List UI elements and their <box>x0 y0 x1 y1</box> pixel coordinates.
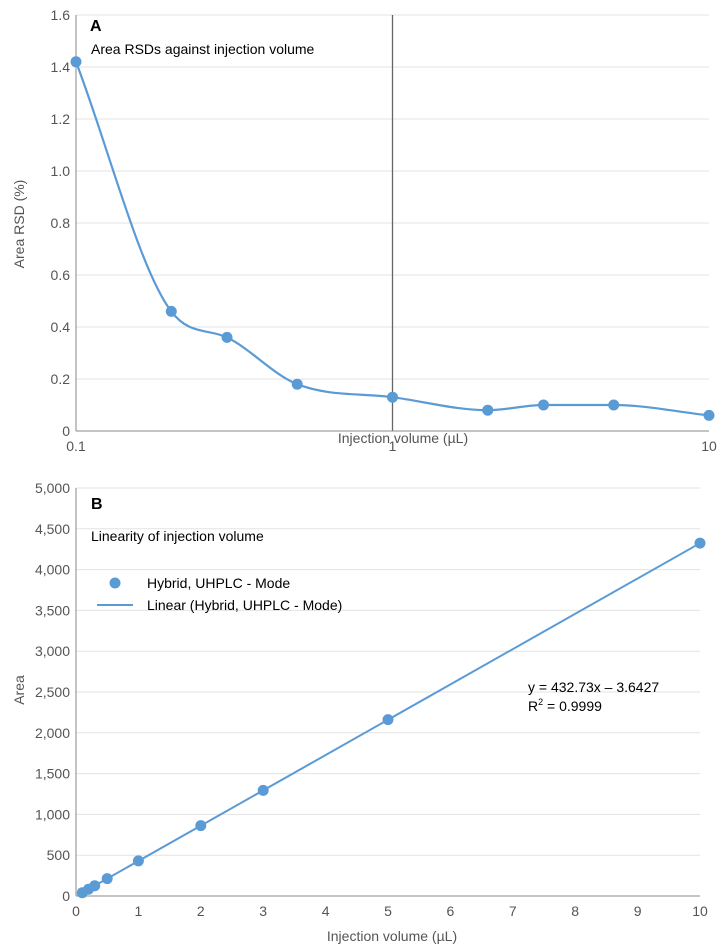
x-tick-label: 10 <box>701 438 717 454</box>
r-squared-superscript: 2 <box>538 697 543 707</box>
data-point <box>694 537 706 549</box>
x-tick-label: 1 <box>135 903 143 919</box>
data-point <box>89 880 101 892</box>
data-point <box>608 399 620 411</box>
x-tick-label: 4 <box>322 903 330 919</box>
y-tick-label: 1.2 <box>51 111 71 127</box>
x-tick-label: 1 <box>389 438 397 454</box>
y-tick-label: 0 <box>62 888 70 904</box>
legend: Hybrid, UHPLC - Mode Linear (Hybrid, UHP… <box>97 575 342 613</box>
data-point <box>703 409 715 421</box>
x-tick-label: 6 <box>447 903 455 919</box>
x-tick-label: 7 <box>509 903 517 919</box>
data-point <box>387 391 398 403</box>
x-tick-label: 5 <box>384 903 392 919</box>
equation-text: y = 432.73x – 3.6427 <box>528 679 659 695</box>
series-points <box>76 537 706 899</box>
y-axis-title: Area RSD (%) <box>11 180 27 269</box>
y-tick-label: 0.2 <box>51 371 71 387</box>
y-tick-label: 2,000 <box>35 725 70 741</box>
data-point <box>132 855 144 867</box>
r-squared-text: R2 = 0.9999 <box>528 697 602 714</box>
x-tick-label: 0.1 <box>66 438 86 454</box>
x-tick-label: 0 <box>72 903 80 919</box>
data-point <box>101 873 113 885</box>
y-tick-label: 0.8 <box>51 215 71 231</box>
chart-panel-a: 0 0.2 0.4 0.6 0.8 1.0 1.2 1.4 1.6 0.1 1 10 A Area … <box>11 7 717 454</box>
y-tick-label: 0 <box>62 423 70 439</box>
data-point <box>165 305 177 317</box>
chart-panel-b: 0 500 1,000 1,500 2,000 2,500 3,000 3,500 4,000 4… <box>11 480 708 944</box>
data-point <box>482 404 494 416</box>
y-tick-label: 2,500 <box>35 684 70 700</box>
y-tick-label: 5,000 <box>35 480 70 496</box>
legend-marker-points <box>109 577 121 589</box>
legend-label-series: Hybrid, UHPLC - Mode <box>147 575 290 591</box>
data-point <box>195 820 207 832</box>
panel-label: B <box>91 496 103 513</box>
y-tick-labels: 0 0.2 0.4 0.6 0.8 1.0 1.2 1.4 1.6 <box>51 7 71 439</box>
y-tick-labels: 0 500 1,000 1,500 2,000 2,500 3,000 3,500 4,000 4… <box>35 480 70 904</box>
x-tick-labels: 0.1 1 10 <box>66 438 717 454</box>
data-point <box>221 331 233 343</box>
y-tick-label: 1.0 <box>51 163 71 179</box>
y-tick-label: 4,500 <box>35 521 70 537</box>
y-tick-label: 0.6 <box>51 267 71 283</box>
y-axis-title: Area <box>11 675 27 705</box>
r-squared-value: = 0.9999 <box>543 698 602 714</box>
panel-label: A <box>90 18 102 35</box>
r-squared-letter: R <box>528 698 538 714</box>
y-tick-label: 0.4 <box>51 319 71 335</box>
series-points <box>70 56 715 421</box>
y-tick-label: 3,500 <box>35 602 70 618</box>
data-point <box>70 56 82 68</box>
y-tick-label: 500 <box>47 847 71 863</box>
y-tick-label: 3,000 <box>35 643 70 659</box>
x-tick-label: 9 <box>634 903 642 919</box>
data-point <box>291 378 303 390</box>
x-tick-label: 10 <box>692 903 708 919</box>
x-tick-label: 3 <box>259 903 267 919</box>
y-tick-label: 1,500 <box>35 766 70 782</box>
x-axis-title: Injection volume (µL) <box>327 928 457 944</box>
gridlines <box>76 487 700 856</box>
x-tick-labels: 0 1 2 3 4 5 6 7 8 9 10 <box>72 903 708 919</box>
data-point <box>257 784 269 796</box>
data-point <box>538 399 550 411</box>
x-tick-label: 2 <box>197 903 205 919</box>
y-tick-label: 4,000 <box>35 562 70 578</box>
data-point <box>382 714 394 726</box>
chart-title: Linearity of injection volume <box>91 528 264 544</box>
legend-label-trendline: Linear (Hybrid, UHPLC - Mode) <box>147 597 342 613</box>
y-tick-label: 1,000 <box>35 806 70 822</box>
y-tick-label: 1.6 <box>51 7 71 23</box>
x-tick-label: 8 <box>571 903 579 919</box>
chart-title: Area RSDs against injection volume <box>91 41 315 57</box>
y-tick-label: 1.4 <box>51 59 71 75</box>
x-axis-title: Injection volume (µL) <box>338 430 468 446</box>
trendline-equation: y = 432.73x – 3.6427 R2 = 0.9999 <box>528 679 659 714</box>
series-line <box>74 61 710 417</box>
